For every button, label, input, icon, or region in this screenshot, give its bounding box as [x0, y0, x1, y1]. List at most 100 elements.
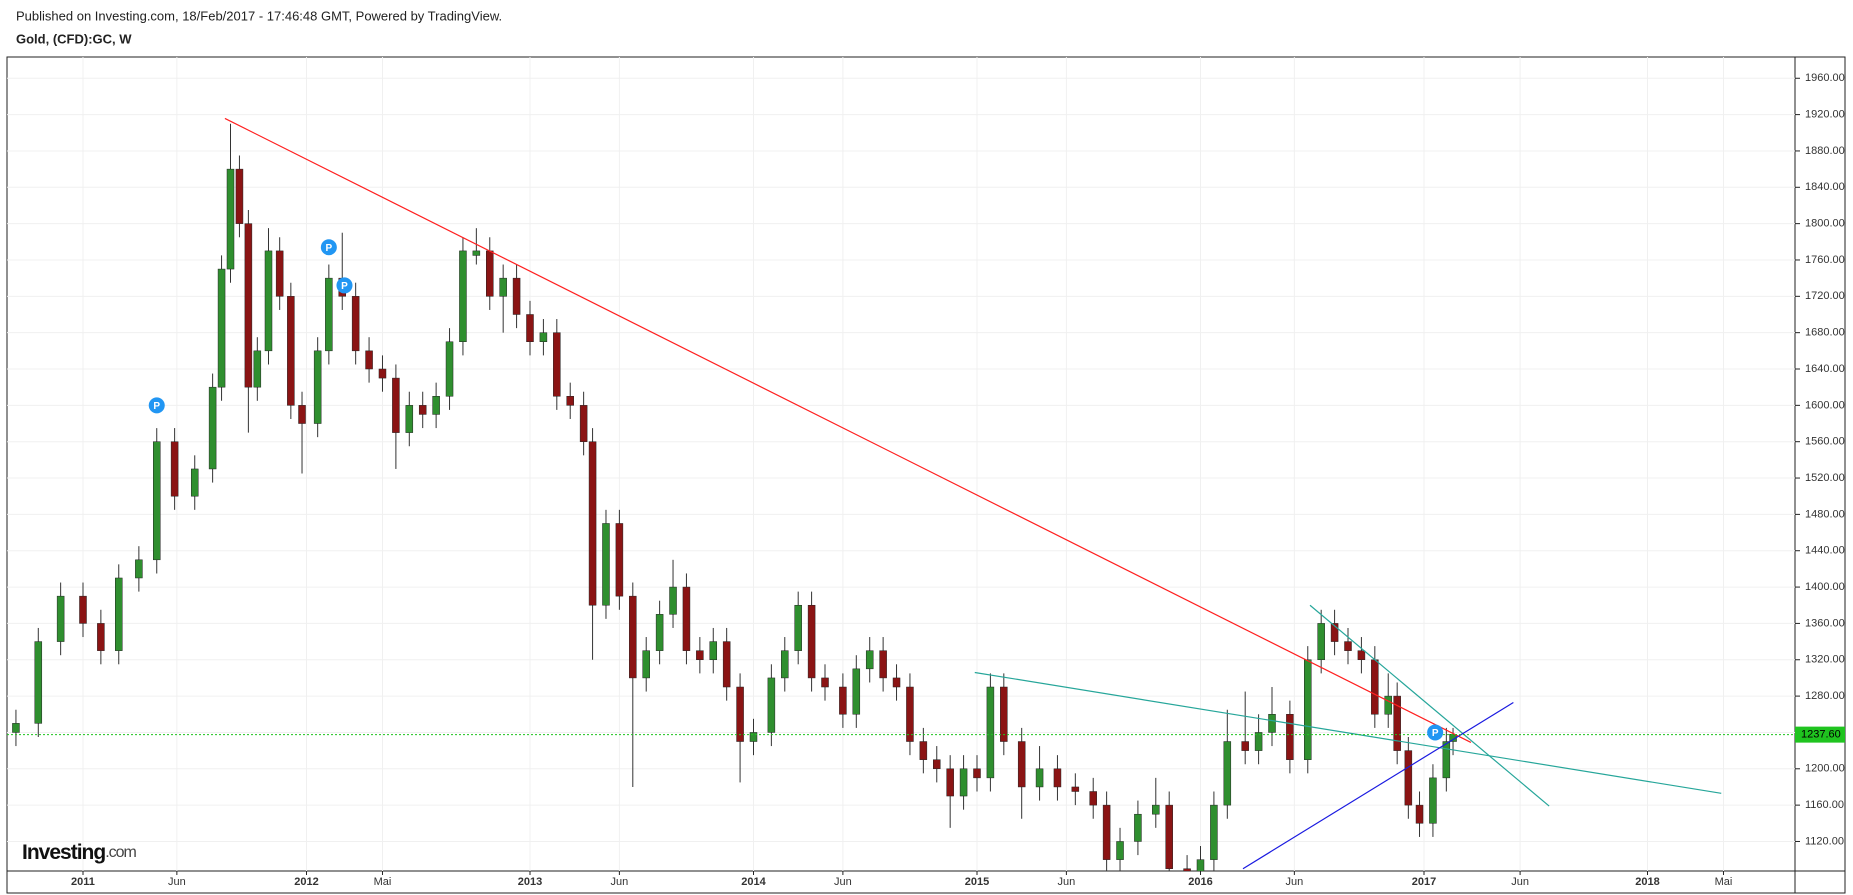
last-price-box: [1795, 726, 1845, 743]
x-tick-label: Mai: [1715, 876, 1733, 888]
published-note: Published on Investing.com, 18/Feb/2017 …: [16, 8, 502, 23]
trend-line: [1309, 604, 1550, 807]
candle-body: [79, 595, 87, 624]
candle-body: [736, 686, 744, 742]
candle-body: [696, 650, 704, 661]
candle-body: [807, 604, 816, 679]
candle-body: [539, 332, 548, 343]
candle-body: [152, 441, 161, 561]
candle-body: [655, 614, 664, 651]
y-tick-label: 1440.00: [1805, 545, 1845, 557]
candle-body: [217, 268, 226, 388]
candle-body: [264, 250, 273, 352]
y-tick-label: 1720.00: [1805, 290, 1845, 302]
logo: Investing.com: [22, 841, 137, 864]
y-tick-label: 1600.00: [1805, 399, 1845, 411]
x-tick-label: 2017: [1412, 876, 1436, 888]
candle-body: [1053, 768, 1062, 788]
candle-body: [486, 250, 494, 297]
candle-body: [1344, 641, 1352, 651]
candle-body: [432, 396, 440, 415]
candle-body: [865, 650, 874, 670]
y-tick-label: 1840.00: [1805, 181, 1845, 193]
y-tick-label: 1640.00: [1805, 363, 1845, 375]
candle-body: [1330, 623, 1339, 642]
candle-body: [472, 250, 481, 256]
candle-body: [1035, 768, 1044, 788]
y-tick-label: 1120.00: [1805, 835, 1844, 847]
candle-body: [1183, 868, 1191, 871]
candle-body: [235, 168, 244, 224]
candle-body: [588, 441, 597, 606]
candle-body: [1357, 650, 1366, 661]
y-tick-label: 1880.00: [1805, 145, 1845, 157]
grid: [7, 57, 1795, 871]
candle-body: [1152, 804, 1160, 815]
candle-body: [602, 523, 610, 606]
x-tick-label: 2012: [294, 876, 318, 888]
candle-body: [459, 250, 467, 343]
candle-body: [115, 577, 123, 651]
candle-body: [445, 341, 454, 397]
y-tick-label: 1160.00: [1805, 799, 1844, 811]
candle-body: [244, 223, 253, 388]
marker: [320, 239, 337, 256]
last-price-label: 1237.60: [1801, 729, 1841, 741]
candle-body: [933, 759, 941, 770]
trend-line: [224, 117, 1472, 743]
candle-body: [1223, 741, 1232, 806]
candle-body: [1000, 686, 1008, 742]
axes: 1120.001160.001200.001240.001280.001320.…: [22, 72, 1845, 888]
candle-body: [1241, 741, 1249, 751]
marker-label: P: [341, 281, 348, 292]
candle-body: [1415, 804, 1424, 824]
candle-body: [392, 377, 400, 433]
candle-body: [97, 623, 105, 651]
candle-body: [1071, 786, 1080, 792]
candle-body: [1165, 804, 1173, 869]
x-tick-label: Jun: [611, 876, 629, 888]
candle-body: [906, 686, 914, 742]
candle-body: [226, 168, 235, 270]
candle-body: [1286, 714, 1294, 760]
candle-body: [1017, 741, 1026, 788]
candle-body: [821, 677, 829, 688]
candle-body: [512, 277, 521, 315]
candle-body: [1442, 741, 1451, 779]
candle-body: [298, 405, 306, 424]
candle-body: [34, 641, 43, 724]
candle-body: [1393, 695, 1401, 751]
y-tick-label: 1200.00: [1805, 763, 1845, 775]
candle-body: [1404, 750, 1413, 806]
y-tick-label: 1920.00: [1805, 109, 1845, 121]
y-tick-label: 1480.00: [1805, 508, 1845, 520]
candle-body: [253, 350, 262, 388]
candle-body: [879, 650, 887, 679]
y-tick-label: 1760.00: [1805, 254, 1845, 266]
candle-body: [749, 732, 758, 742]
candle-body: [12, 723, 20, 733]
x-tick-label: 2014: [741, 876, 766, 888]
candle-body: [579, 405, 588, 442]
y-tick-label: 1320.00: [1805, 654, 1845, 666]
plot: P P P P: [7, 117, 1795, 871]
candle-body: [767, 677, 776, 733]
candle-body: [1134, 813, 1142, 842]
candle-body: [499, 277, 507, 297]
y-tick-label: 1560.00: [1805, 436, 1845, 448]
candle-body: [351, 296, 360, 352]
candle-body: [1254, 732, 1263, 751]
candle-body: [135, 559, 143, 579]
marker: [148, 397, 165, 414]
candle-body: [553, 332, 561, 397]
candle-body: [986, 686, 995, 779]
candle-body: [946, 768, 954, 797]
y-tick-label: 1800.00: [1805, 218, 1845, 230]
candle-body: [709, 641, 718, 661]
candle-body: [208, 386, 217, 470]
candle-body: [959, 768, 968, 797]
y-tick-label: 1680.00: [1805, 327, 1845, 339]
x-tick-label: Jun: [1058, 876, 1076, 888]
candle-body: [56, 595, 65, 642]
x-tick-label: Mai: [374, 876, 392, 888]
